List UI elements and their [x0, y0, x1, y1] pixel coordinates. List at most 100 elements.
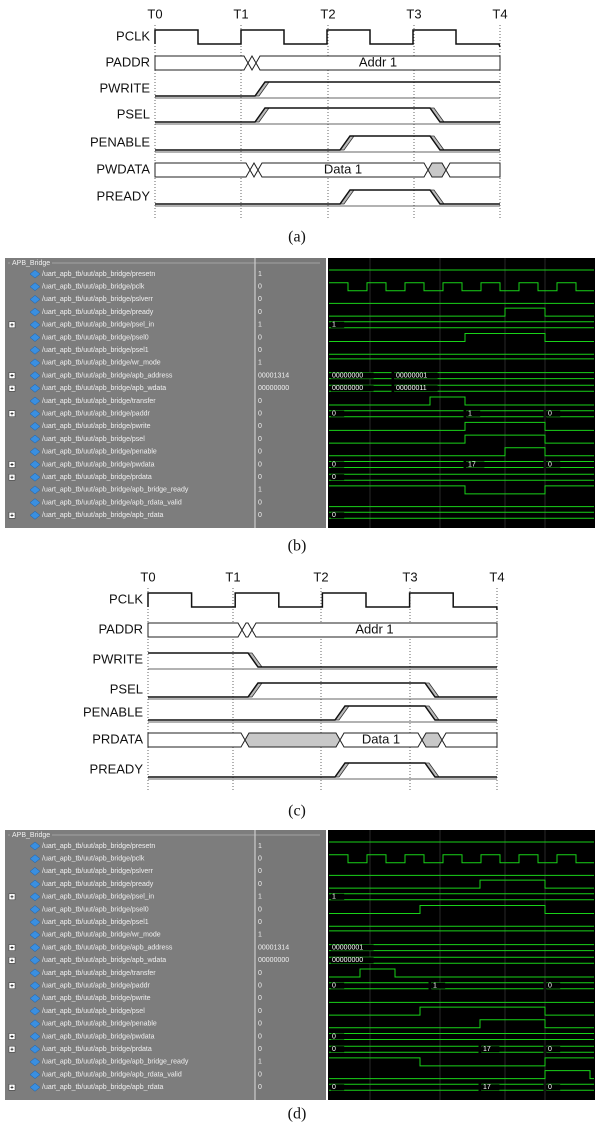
signal-value: 1 [258, 932, 262, 939]
bus-label: 00000000 [332, 957, 363, 964]
caption: (a) [288, 229, 306, 246]
time-label: T3 [402, 569, 417, 584]
signal-path: /uart_apb_tb/uut/apb_bridge/psel_in [42, 322, 154, 329]
signal-path: /uart_apb_tb/uut/apb_bridge/presetn [42, 271, 155, 278]
signal-value: 0 [258, 347, 262, 354]
signal-path: /uart_apb_tb/uut/apb_bridge/pclk [42, 856, 145, 863]
signal-path: /uart_apb_tb/uut/apb_bridge/prdata [42, 474, 152, 481]
signal-path: /uart_apb_tb/uut/apb_bridge/pslverr [42, 296, 154, 303]
bus-label: 0 [332, 411, 336, 418]
signal-path: /uart_apb_tb/uut/apb_bridge/transfer [42, 398, 156, 405]
bus-label: 0 [332, 983, 336, 990]
signal-path: /uart_apb_tb/uut/apb_bridge/apb_wdata [42, 385, 166, 392]
signal-value: 0 [258, 1046, 262, 1053]
signal-value: 1 [258, 843, 262, 850]
signal-path: /uart_apb_tb/uut/apb_bridge/pclk [42, 284, 145, 291]
signal-path: /uart_apb_tb/uut/apb_bridge/wr_mode [42, 932, 161, 939]
signal-value: 0 [258, 970, 262, 977]
bus-label: 1 [332, 894, 336, 901]
signal-path: /uart_apb_tb/uut/apb_bridge/penable [42, 449, 157, 456]
bus-segment [422, 733, 442, 747]
signal-path: /uart_apb_tb/uut/apb_bridge/apb_bridge_r… [42, 487, 189, 494]
signal-value: 1 [258, 360, 262, 367]
signal-path: /uart_apb_tb/uut/apb_bridge/psel [42, 1008, 145, 1015]
bus-label: 1 [332, 322, 336, 329]
bus-label: 0 [548, 411, 552, 418]
signal-path: /uart_apb_tb/uut/apb_bridge/apb_bridge_r… [42, 1059, 189, 1066]
bus-label: 00000011 [396, 385, 427, 392]
bus-segment [148, 623, 242, 637]
bus-segment [428, 163, 446, 177]
bus-label: 0 [332, 1084, 336, 1091]
time-label: T1 [233, 6, 248, 21]
signal-path: /uart_apb_tb/uut/apb_bridge/apb_address [42, 944, 173, 951]
signal-value: 0 [258, 1008, 262, 1015]
bus-segment [250, 163, 258, 177]
signal-path: /uart_apb_tb/uut/apb_bridge/wr_mode [42, 360, 161, 367]
signal-value: 0 [258, 499, 262, 506]
signal-value: 0 [258, 423, 262, 430]
signal-value: 00001314 [258, 944, 289, 951]
bus-segment [148, 733, 245, 747]
time-label: T4 [489, 569, 504, 584]
bus-label: 0 [332, 1033, 336, 1040]
signal-path: /uart_apb_tb/uut/apb_bridge/presetn [42, 843, 155, 850]
bus-segment [442, 733, 497, 747]
bus-label: Data 1 [362, 731, 400, 746]
signal-name: PREADY [90, 761, 144, 776]
signal-value: 1 [258, 1059, 262, 1066]
bus-label: 1 [433, 983, 437, 990]
bus-label: 0 [548, 1084, 552, 1091]
bus-label: 00000000 [332, 372, 363, 379]
signal-path: /uart_apb_tb/uut/apb_bridge/paddr [42, 411, 150, 418]
bus-label: 0 [332, 474, 336, 481]
bus-label: 0 [332, 512, 336, 519]
signal-value: 0 [258, 868, 262, 875]
bus-segment [155, 56, 248, 70]
signal-name: PCLK [116, 28, 150, 43]
signal-value: 0 [258, 983, 262, 990]
figure: T0T1T2T3T4PCLKPADDRAddr 1PWRITEPSELPENAB… [0, 0, 595, 1131]
signal-path: /uart_apb_tb/uut/apb_bridge/psel_in [42, 894, 154, 901]
signal-value: 0 [258, 906, 262, 913]
value-pane [255, 830, 326, 1100]
bus-label: 00000000 [332, 385, 363, 392]
signal-name: PADDR [105, 54, 150, 69]
signal-value: 1 [258, 487, 262, 494]
signal-name: PENABLE [83, 704, 143, 719]
bus-segment [245, 733, 340, 747]
signal-value: 0 [258, 334, 262, 341]
signal-value: 0 [258, 474, 262, 481]
signal-value: 0 [258, 449, 262, 456]
signal-path: /uart_apb_tb/uut/apb_bridge/transfer [42, 970, 156, 977]
signal-path: /uart_apb_tb/uut/apb_bridge/prdata [42, 1046, 152, 1053]
bus-label: 00000001 [332, 944, 363, 951]
group-name: APB_Bridge [12, 832, 50, 839]
signal-value: 0 [258, 309, 262, 316]
signal-name: PSEL [110, 681, 143, 696]
signal-value: 0 [258, 1071, 262, 1078]
time-label: T0 [140, 569, 155, 584]
signal-name: PRDATA [92, 731, 143, 746]
signal-name: PWRITE [99, 80, 150, 95]
signal-value: 0 [258, 1033, 262, 1040]
time-label: T2 [313, 569, 328, 584]
caption: (c) [288, 803, 306, 820]
signal-value: 0 [258, 881, 262, 888]
signal-value: 0 [258, 1084, 262, 1091]
signal-value: 00001314 [258, 372, 289, 379]
signal-path: /uart_apb_tb/uut/apb_bridge/pwrite [42, 423, 151, 430]
signal-value: 0 [258, 284, 262, 291]
bus-label: 0 [332, 461, 336, 468]
level-wave [148, 653, 497, 667]
signal-path: /uart_apb_tb/uut/apb_bridge/pwdata [42, 461, 155, 468]
signal-path: /uart_apb_tb/uut/apb_bridge/apb_rdata_va… [42, 499, 182, 506]
signal-name: PWRITE [92, 651, 143, 666]
signal-path: /uart_apb_tb/uut/apb_bridge/pready [42, 309, 154, 316]
bus-label: 00000001 [396, 372, 427, 379]
bus-segment [446, 163, 500, 177]
signal-path: /uart_apb_tb/uut/apb_bridge/penable [42, 1021, 157, 1028]
signal-value: 0 [258, 411, 262, 418]
value-pane [255, 258, 326, 528]
caption: (d) [288, 1106, 307, 1123]
